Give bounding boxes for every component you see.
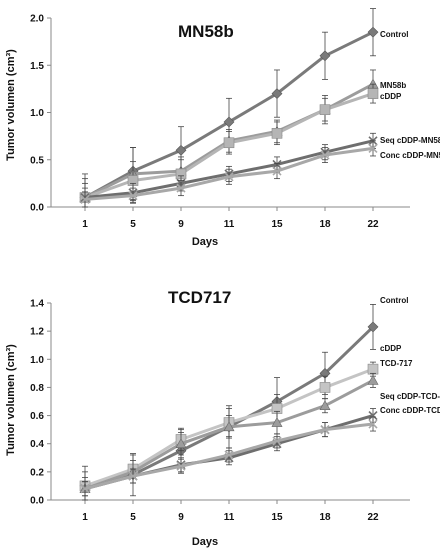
series-label: Seq cDDP-TCD-717 — [380, 392, 440, 401]
series-conc-cddp-mn58b — [80, 140, 378, 208]
series-label: MN58b — [380, 81, 406, 90]
series-label: Control — [380, 296, 408, 305]
data-point — [271, 416, 283, 427]
data-point — [224, 172, 234, 182]
y-tick-label: 1.0 — [30, 108, 44, 119]
data-point — [223, 137, 235, 149]
data-point — [175, 438, 187, 449]
y-axis-title: Tumor volumen (cm³) — [5, 344, 17, 456]
data-point — [319, 50, 331, 62]
data-point — [368, 143, 378, 153]
chart-mn58b: MN58b Days Tumor volumen (cm³) 0.0 0.5 1.0… — [5, 8, 440, 248]
data-point — [367, 88, 379, 99]
series-tcd-717 — [79, 372, 379, 501]
series-conc-cddp-tcd-717 — [80, 416, 378, 497]
data-point — [319, 104, 331, 115]
x-axis-title: Days — [192, 236, 218, 248]
x-tick-label: 18 — [319, 512, 331, 523]
chart-tcd717: TCD717 Days Tumor volumen (cm³) 0.0 0.2 0.… — [5, 288, 440, 548]
y-tick-label: 0.8 — [30, 383, 44, 394]
data-point — [223, 116, 235, 128]
series-label: cDDP — [380, 344, 402, 353]
series-label: Control — [380, 30, 408, 39]
y-axis-title: Tumor volumen (cm³) — [5, 49, 17, 161]
series-label: cDDP — [380, 92, 402, 101]
x-axis-title: Days — [192, 536, 218, 548]
y-tick-label: 1.5 — [30, 61, 44, 72]
data-point — [175, 144, 187, 156]
y-tick-label: 0.0 — [30, 496, 44, 507]
x-tick-label: 1 — [82, 512, 88, 523]
y-tick-label: 0.6 — [30, 411, 44, 422]
x-tick-label: 5 — [130, 512, 136, 523]
data-point — [271, 127, 283, 139]
y-tick-label: 0.0 — [30, 203, 44, 214]
data-point — [367, 321, 379, 333]
data-point — [320, 425, 330, 435]
y-tick-label: 2.0 — [30, 14, 44, 25]
x-tick-label: 11 — [224, 219, 235, 230]
y-tick-label: 1.2 — [30, 327, 44, 338]
x-tick-label: 15 — [271, 512, 283, 523]
x-tick-label: 9 — [178, 512, 184, 523]
data-point — [224, 450, 234, 460]
series-label: Conc cDDP-MN58b — [380, 151, 440, 160]
x-tick-label: 15 — [271, 219, 283, 230]
data-point — [368, 419, 378, 429]
x-tick-label: 18 — [319, 219, 331, 230]
chart-title: MN58b — [178, 22, 234, 41]
data-point — [272, 436, 282, 446]
data-point — [367, 363, 379, 375]
data-point — [272, 166, 282, 176]
y-tick-label: 0.4 — [30, 439, 44, 450]
x-tick-label: 5 — [130, 219, 136, 230]
data-point — [319, 382, 331, 393]
data-point — [176, 183, 186, 193]
x-tick-label: 22 — [367, 219, 379, 230]
series-label: TCD-717 — [380, 359, 413, 368]
x-tick-label: 1 — [82, 219, 88, 230]
y-tick-label: 0.2 — [30, 467, 44, 478]
data-point — [368, 411, 378, 421]
data-point — [367, 374, 379, 385]
x-tick-label: 9 — [178, 219, 184, 230]
x-tick-label: 22 — [367, 512, 379, 523]
data-point — [319, 400, 331, 411]
series-label: Seq cDDP-MN58b — [380, 136, 440, 145]
data-point — [80, 194, 90, 205]
y-tick-label: 0.5 — [30, 155, 44, 166]
data-point — [128, 191, 138, 201]
data-point — [128, 471, 138, 481]
data-point — [176, 461, 186, 471]
data-point — [223, 421, 235, 432]
data-point — [320, 150, 330, 160]
data-point — [80, 484, 90, 494]
y-tick-label: 1.0 — [30, 355, 44, 366]
y-tick-label: 1.4 — [30, 299, 44, 310]
x-tick-label: 11 — [224, 512, 235, 523]
data-point — [271, 88, 283, 100]
series-label: Conc cDDP-TCD-717 — [380, 406, 440, 415]
chart-title: TCD717 — [168, 288, 231, 307]
data-point — [367, 26, 379, 38]
